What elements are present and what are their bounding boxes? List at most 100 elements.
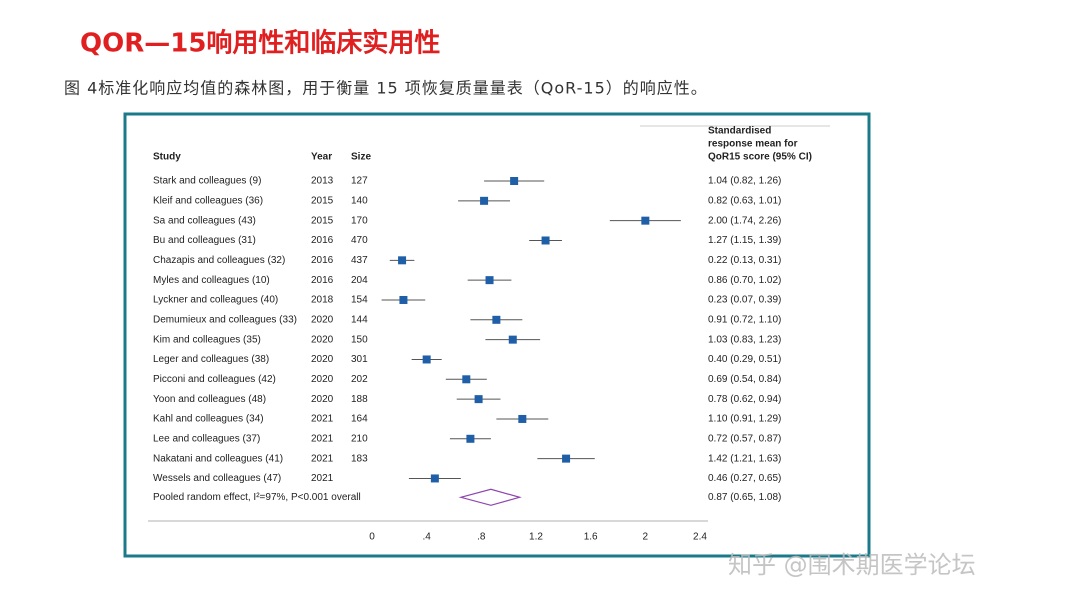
point-estimate — [466, 434, 475, 443]
point-estimate — [474, 395, 483, 404]
estimate-label: 0.22 (0.13, 0.31) — [708, 255, 781, 266]
pooled-label: Pooled random effect, I²=97%, P<0.001 ov… — [153, 492, 361, 503]
estimate-label: 0.40 (0.29, 0.51) — [708, 354, 781, 365]
study-year: 2021 — [311, 414, 334, 425]
x-tick-label: 0 — [369, 532, 375, 543]
study-size: 170 — [351, 215, 368, 226]
study-name: Leger and colleagues (38) — [153, 354, 269, 365]
study-size: 188 — [351, 394, 368, 405]
study-name: Demumieux and colleagues (33) — [153, 314, 297, 325]
study-year: 2016 — [311, 275, 334, 286]
study-name: Kleif and colleagues (36) — [153, 195, 263, 206]
caption: 图 4标准化响应均值的森林图，用于衡量 15 项恢复质量量表（QoR-15）的响… — [64, 79, 708, 98]
study-size: 127 — [351, 176, 368, 187]
study-size: 210 — [351, 433, 368, 444]
study-name: Lyckner and colleagues (40) — [153, 295, 278, 306]
estimate-label: 0.82 (0.63, 1.01) — [708, 195, 781, 206]
estimate-label: 1.42 (1.21, 1.63) — [708, 453, 781, 464]
point-estimate — [399, 295, 408, 304]
study-year: 2021 — [311, 473, 334, 484]
column-header: Size — [351, 152, 371, 163]
study-year: 2020 — [311, 354, 334, 365]
study-size: 144 — [351, 314, 368, 325]
column-header: Standardised — [708, 126, 771, 137]
estimate-label: 0.69 (0.54, 0.84) — [708, 374, 781, 385]
study-size: 437 — [351, 255, 368, 266]
estimate-label: 1.27 (1.15, 1.39) — [708, 235, 781, 246]
point-estimate — [462, 375, 471, 384]
x-tick-label: 2.4 — [693, 532, 707, 543]
study-name: Lee and colleagues (37) — [153, 433, 260, 444]
study-year: 2015 — [311, 195, 334, 206]
estimate-label: 1.03 (0.83, 1.23) — [708, 334, 781, 345]
point-estimate — [510, 177, 519, 185]
study-year: 2020 — [311, 314, 334, 325]
study-name: Yoon and colleagues (48) — [153, 394, 266, 405]
study-year: 2013 — [311, 176, 334, 187]
pooled-estimate-label: 0.87 (0.65, 1.08) — [708, 492, 781, 503]
x-tick-label: 2 — [643, 532, 649, 543]
column-header: Year — [311, 152, 332, 163]
column-header: Study — [153, 152, 181, 163]
study-name: Picconi and colleagues (42) — [153, 374, 276, 385]
study-size: 150 — [351, 334, 368, 345]
estimate-label: 1.10 (0.91, 1.29) — [708, 414, 781, 425]
study-name: Sa and colleagues (43) — [153, 215, 256, 226]
point-estimate — [508, 335, 517, 344]
point-estimate — [562, 454, 571, 463]
study-year: 2016 — [311, 235, 334, 246]
study-year: 2020 — [311, 334, 334, 345]
estimate-label: 0.23 (0.07, 0.39) — [708, 295, 781, 306]
study-size: 470 — [351, 235, 368, 246]
study-name: Kim and colleagues (35) — [153, 334, 261, 345]
study-year: 2021 — [311, 433, 334, 444]
study-name: Stark and colleagues (9) — [153, 176, 261, 187]
estimate-label: 0.78 (0.62, 0.94) — [708, 394, 781, 405]
study-size: 301 — [351, 354, 368, 365]
point-estimate — [485, 276, 494, 285]
x-tick-label: 1.6 — [584, 532, 598, 543]
watermark: 知乎 @围术期医学论坛 — [728, 551, 976, 579]
frame — [123, 112, 871, 558]
column-header: response mean for — [708, 139, 798, 150]
study-name: Kahl and colleagues (34) — [153, 414, 264, 425]
estimate-label: 1.04 (0.82, 1.26) — [708, 176, 781, 187]
estimate-label: 2.00 (1.74, 2.26) — [708, 215, 781, 226]
point-estimate — [641, 216, 650, 225]
estimate-label: 0.46 (0.27, 0.65) — [708, 473, 781, 484]
study-size: 183 — [351, 453, 368, 464]
x-tick-label: 1.2 — [529, 532, 543, 543]
slide-title: QOR—15响用性和临床实用性 — [80, 28, 440, 59]
x-tick-label: .4 — [422, 532, 431, 543]
study-size: 202 — [351, 374, 368, 385]
x-tick-label: .8 — [477, 532, 486, 543]
study-year: 2018 — [311, 295, 334, 306]
study-size: 204 — [351, 275, 368, 286]
study-name: Myles and colleagues (10) — [153, 275, 270, 286]
point-estimate — [518, 414, 527, 423]
point-estimate — [492, 315, 501, 324]
study-name: Wessels and colleagues (47) — [153, 473, 281, 484]
study-size: 164 — [351, 414, 368, 425]
study-year: 2020 — [311, 394, 334, 405]
estimate-label: 0.86 (0.70, 1.02) — [708, 275, 781, 286]
pooled-diamond — [458, 488, 522, 506]
point-estimate — [430, 474, 439, 483]
study-year: 2016 — [311, 255, 334, 266]
point-estimate — [422, 355, 431, 364]
study-name: Chazapis and colleagues (32) — [153, 255, 285, 266]
study-name: Bu and colleagues (31) — [153, 235, 256, 246]
study-year: 2015 — [311, 215, 334, 226]
study-name: Nakatani and colleagues (41) — [153, 453, 283, 464]
estimate-label: 0.91 (0.72, 1.10) — [708, 314, 781, 325]
point-estimate — [398, 256, 407, 265]
study-year: 2021 — [311, 453, 334, 464]
study-size: 154 — [351, 295, 368, 306]
study-size: 140 — [351, 195, 368, 206]
point-estimate — [480, 196, 489, 205]
column-header: QoR15 score (95% CI) — [708, 152, 812, 163]
estimate-label: 0.72 (0.57, 0.87) — [708, 433, 781, 444]
study-year: 2020 — [311, 374, 334, 385]
point-estimate — [541, 236, 550, 245]
